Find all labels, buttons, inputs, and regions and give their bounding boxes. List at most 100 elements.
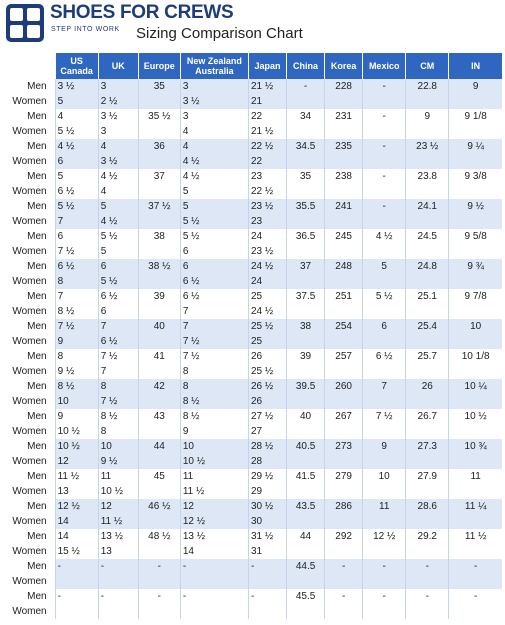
gender-label: Men: [0, 379, 56, 394]
size-cell: 26: [247, 349, 287, 364]
table-row: Women 15 ½ 13 14 31: [0, 544, 502, 559]
size-cell: 14: [179, 544, 249, 559]
size-cell: [405, 604, 449, 619]
size-cell: 44: [286, 529, 325, 544]
size-cell: 25.7: [405, 349, 449, 364]
size-cell: [286, 304, 325, 319]
size-cell: 9 1/8: [448, 109, 502, 124]
size-cell: 8: [54, 274, 99, 289]
size-cell: 37: [286, 259, 325, 274]
gender-label: Men: [0, 229, 56, 244]
size-cell: [247, 574, 287, 589]
size-cell: [405, 274, 449, 289]
table-row: Men 6 ½ 6 38 ½ 6 24 ½ 37 248 5 24.8 9 ¾: [0, 259, 502, 274]
size-cell: 25.1: [405, 289, 449, 304]
size-cell: [448, 604, 502, 619]
size-cell: [362, 364, 406, 379]
size-cell: 4 ½: [362, 229, 406, 244]
size-cell: 6 ½: [54, 184, 99, 199]
size-cell: 38: [137, 229, 181, 244]
size-cell: [137, 514, 181, 529]
size-cell: -: [54, 589, 99, 604]
size-cell: [137, 334, 181, 349]
size-cell: 12 ½: [54, 499, 99, 514]
size-cell: -: [179, 589, 249, 604]
size-cell: 248: [324, 259, 363, 274]
sizing-table: US Canada UK Europe New Zealand Australi…: [0, 53, 502, 619]
size-cell: [286, 544, 325, 559]
gender-label: Women: [0, 124, 56, 139]
size-cell: 6 ½: [97, 289, 139, 304]
size-cell: 10 ½: [97, 484, 139, 499]
table-row: Women 14 11 ½ 12 ½ 30: [0, 514, 502, 529]
gender-label: Women: [0, 484, 56, 499]
table-row: Men 11 ½ 11 45 11 29 ½ 41.5 279 10 27.9 11: [0, 469, 502, 484]
size-cell: [362, 274, 406, 289]
size-cell: [324, 514, 363, 529]
size-cell: [324, 124, 363, 139]
size-cell: 9: [54, 334, 99, 349]
gender-label: Women: [0, 214, 56, 229]
size-cell: [137, 544, 181, 559]
size-cell: 3 ½: [54, 79, 99, 94]
size-cell: [448, 544, 502, 559]
size-cell: [448, 514, 502, 529]
size-cell: 5 ½: [179, 214, 249, 229]
header-cell: UK: [97, 53, 139, 79]
size-cell: 13: [54, 484, 99, 499]
size-cell: [324, 184, 363, 199]
size-cell: 7: [54, 214, 99, 229]
size-cell: -: [247, 559, 287, 574]
size-cell: [448, 124, 502, 139]
size-cell: 7: [179, 304, 249, 319]
table-row: Women: [0, 604, 502, 619]
size-cell: [405, 574, 449, 589]
gender-label: Women: [0, 514, 56, 529]
table-row: Men 3 ½ 3 35 3 21 ½ -228-22.8 9: [0, 79, 502, 94]
table-row: Women 10 7 ½ 8 ½ 26: [0, 394, 502, 409]
size-cell: [362, 574, 406, 589]
size-cell: 3 ½: [179, 94, 249, 109]
header-cell: Korea: [324, 53, 363, 79]
size-cell: 273: [324, 439, 363, 454]
gender-label: Women: [0, 454, 56, 469]
size-cell: [137, 364, 181, 379]
header-cell: IN: [448, 53, 502, 79]
size-cell: 7 ½: [54, 244, 99, 259]
size-cell: 8: [179, 364, 249, 379]
size-cell: 245: [324, 229, 363, 244]
size-cell: [137, 304, 181, 319]
size-cell: 27.9: [405, 469, 449, 484]
size-cell: -: [97, 589, 139, 604]
header-cell: New Zealand Australia: [179, 53, 249, 79]
size-cell: [362, 514, 406, 529]
size-cell: 4: [179, 139, 249, 154]
size-cell: 41.5: [286, 469, 325, 484]
size-cell: [362, 214, 406, 229]
size-cell: [137, 94, 181, 109]
size-cell: 7 ½: [362, 409, 406, 424]
size-cell: [448, 244, 502, 259]
table-row: Men 7 ½ 7 40 7 25 ½ 38 254 6 25.4 10: [0, 319, 502, 334]
gender-label: Women: [0, 574, 56, 589]
size-cell: 7: [54, 289, 99, 304]
size-cell: [137, 214, 181, 229]
size-cell: [324, 604, 363, 619]
size-cell: 10 ½: [179, 454, 249, 469]
gender-label: Men: [0, 109, 56, 124]
size-cell: 29.2: [405, 529, 449, 544]
size-cell: [448, 574, 502, 589]
size-cell: [286, 154, 325, 169]
size-cell: -: [362, 169, 406, 184]
size-cell: [286, 484, 325, 499]
size-cell: 6 ½: [179, 289, 249, 304]
size-cell: -: [405, 589, 449, 604]
size-cell: 24.5: [405, 229, 449, 244]
size-cell: [324, 544, 363, 559]
size-cell: [362, 154, 406, 169]
size-cell: 238: [324, 169, 363, 184]
size-cell: 23.8: [405, 169, 449, 184]
size-cell: 43: [137, 409, 181, 424]
size-cell: 11 ½: [97, 514, 139, 529]
size-cell: 8: [97, 424, 139, 439]
